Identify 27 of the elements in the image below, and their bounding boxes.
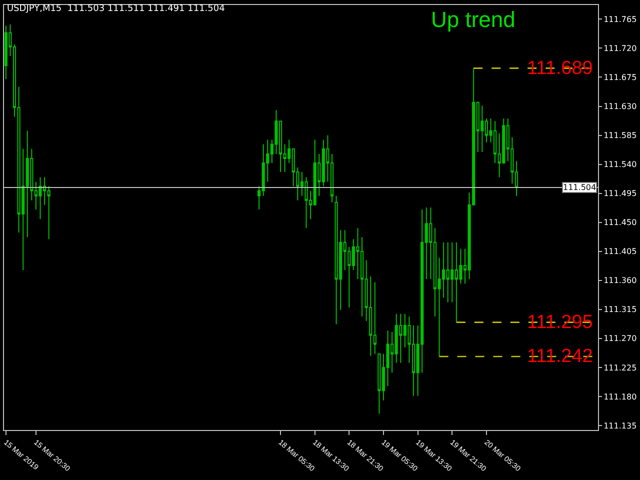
y-tick-label: 111.180 [604,392,637,402]
candlestick [378,353,381,414]
y-tick-label: 111.135 [604,421,637,430]
y-tick-label: 111.675 [604,73,637,82]
candlestick [480,105,484,153]
ref-line-label: 111.504 [563,183,596,192]
chart-title: USDJPY,M15 111.503 111.511 111.491 111.504 [6,4,226,14]
y-tick-label: 111.720 [604,44,637,54]
y-tick-label: 111.405 [604,247,637,256]
annotation: 111.242 [527,346,593,367]
y-tick-label: 111.765 [604,14,637,24]
y-tick-label: 111.630 [604,102,637,112]
candlestick [38,176,42,220]
candlestick [334,195,338,325]
y-tick-label: 111.315 [604,305,637,314]
y-tick-label: 111.360 [604,276,637,286]
annotation: 111.295 [527,312,593,333]
annotation: 111.689 [527,58,593,79]
y-tick-label: 111.540 [604,160,637,170]
y-tick-label: 111.270 [604,334,637,344]
y-tick-label: 111.585 [604,131,637,140]
annotation: Up trend [431,7,516,32]
candlestick [399,313,402,364]
y-tick-label: 111.450 [604,218,637,228]
y-tick-label: 111.225 [604,363,637,372]
candlestick [446,242,450,303]
y-tick-label: 111.495 [604,189,637,198]
